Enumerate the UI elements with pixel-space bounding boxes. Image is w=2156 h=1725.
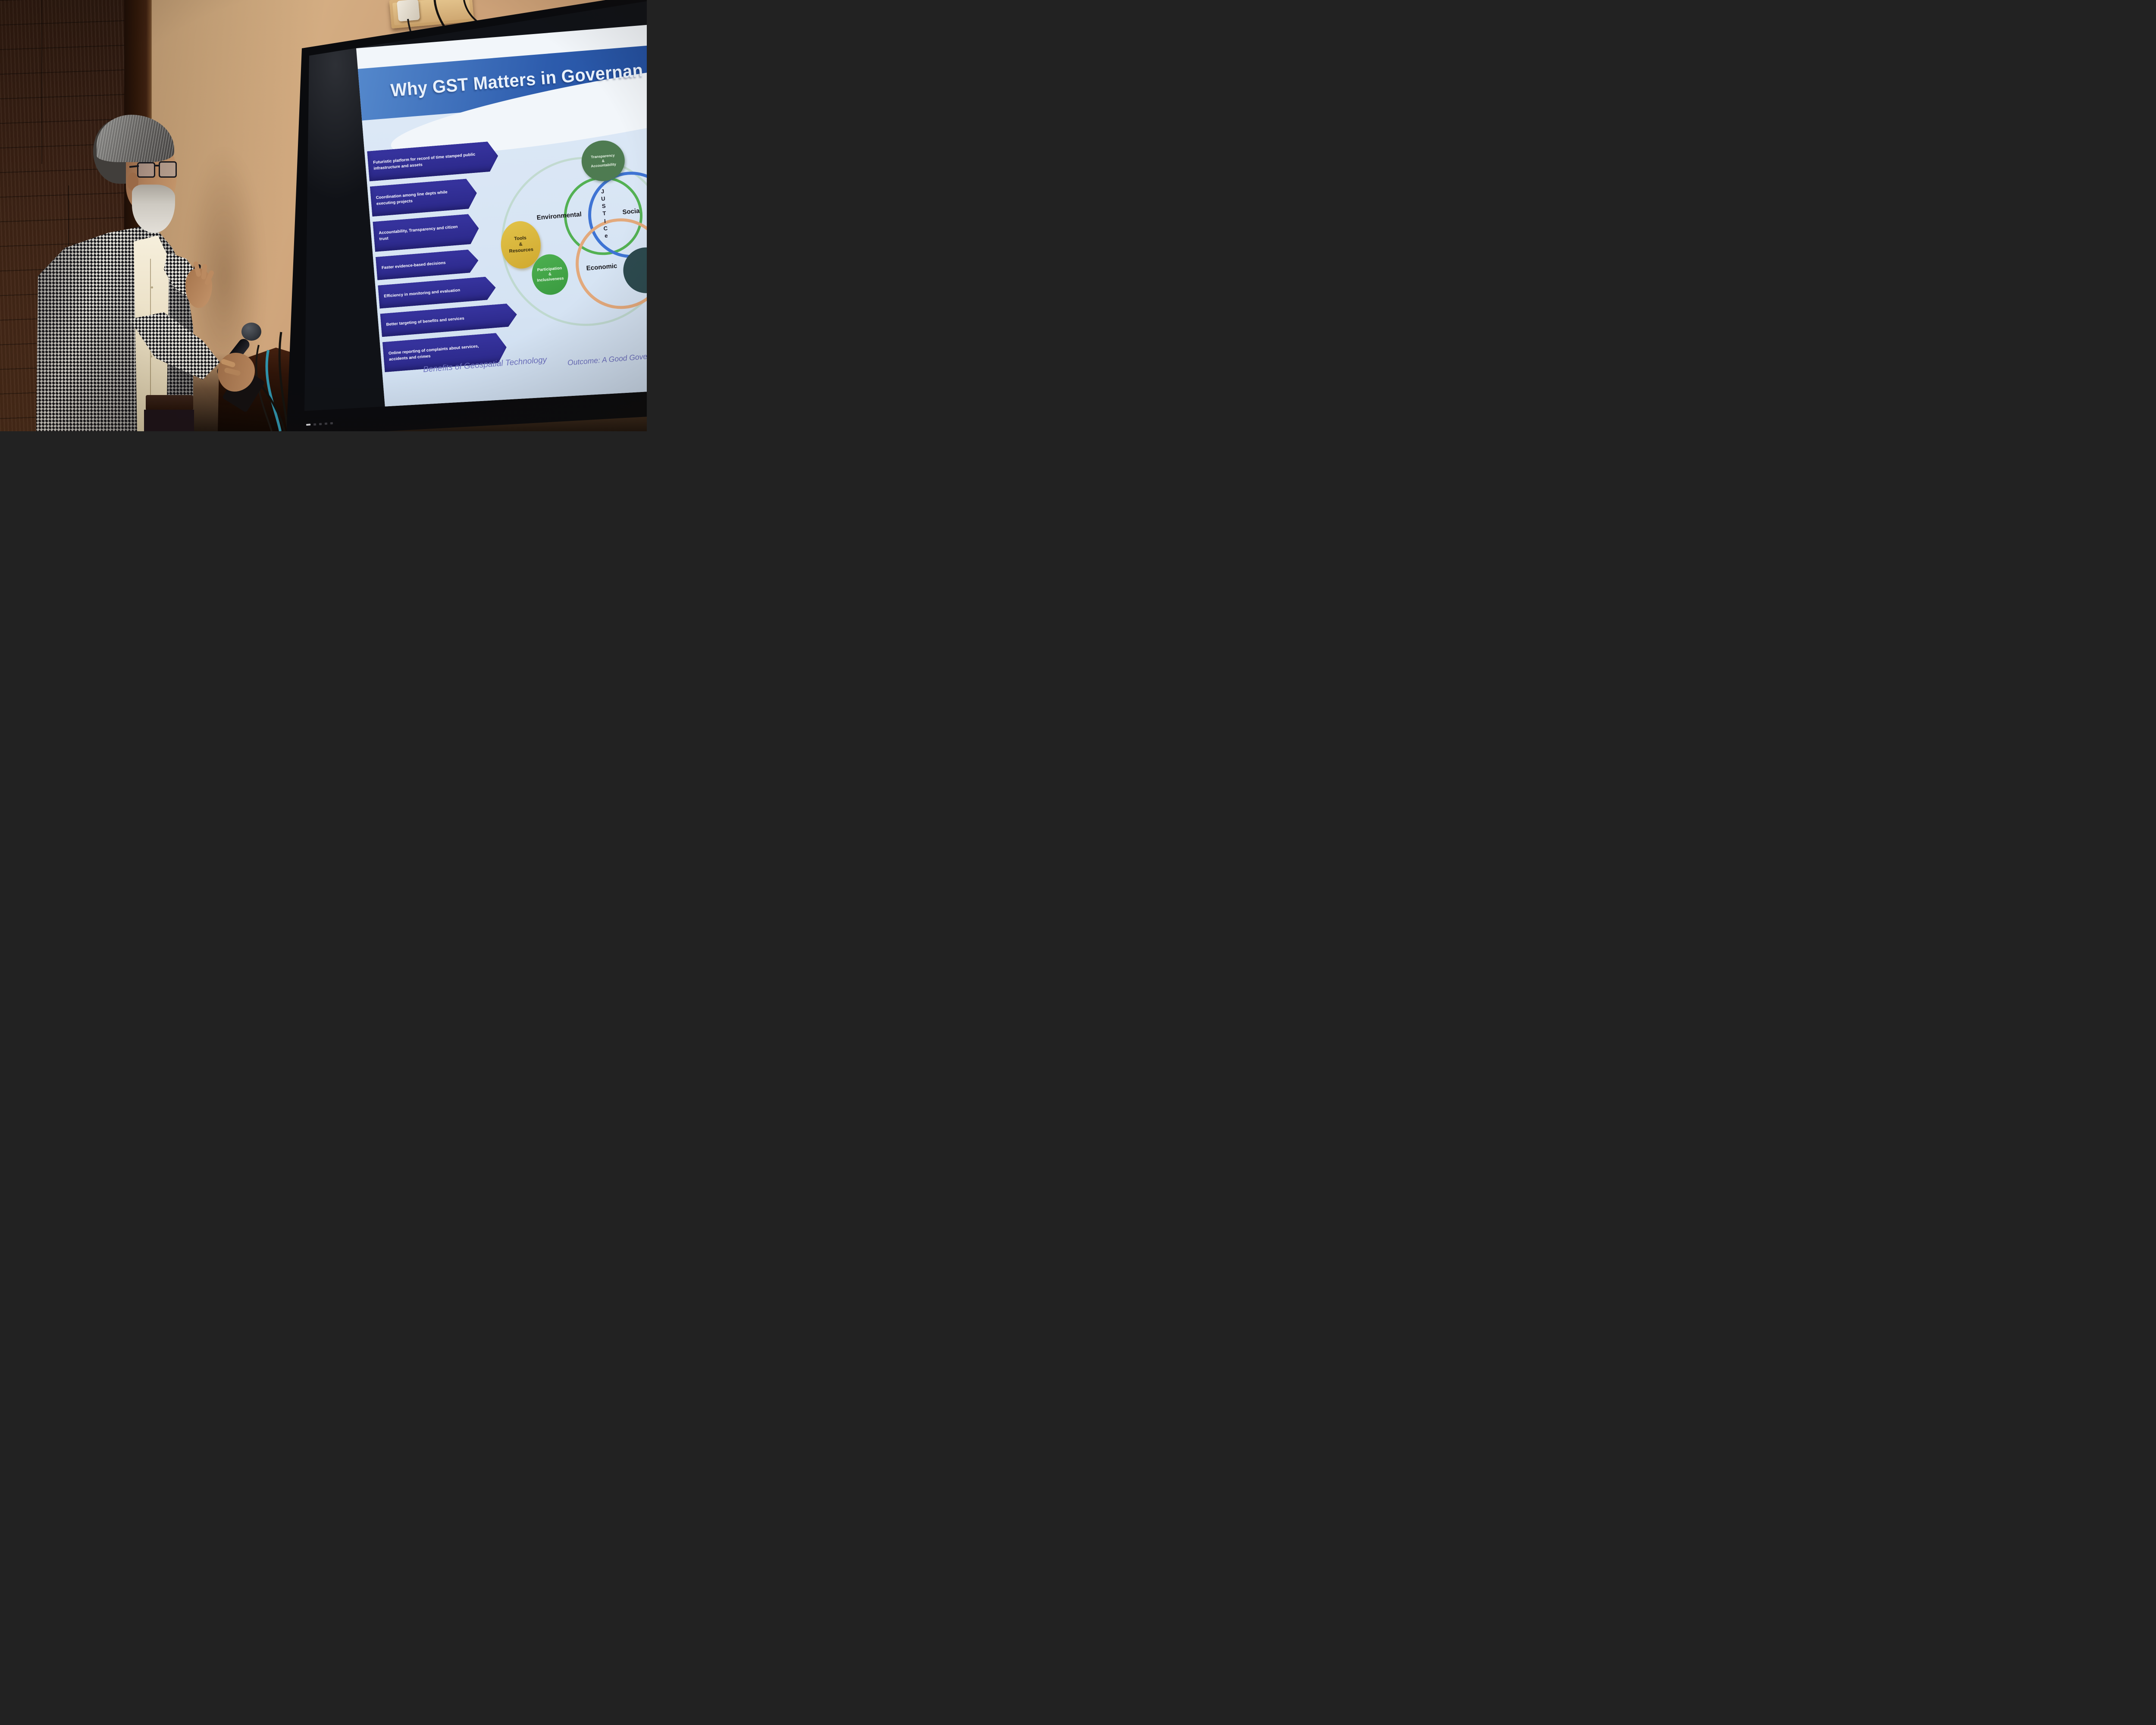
power-plug (397, 0, 420, 22)
bubble-text: & (548, 272, 552, 277)
tv-button (319, 423, 322, 425)
bubble-text: & (602, 158, 605, 163)
tv-button (313, 423, 317, 426)
glasses-bridge (154, 165, 160, 166)
photo-scene: Why GST Matters in Governan Futuristic p… (0, 0, 647, 431)
justice-letter: I (604, 217, 606, 224)
bullet-text: Efficiency in monitoring and evaluation (383, 288, 461, 299)
presenter-beard (132, 185, 175, 233)
tv-screen: Why GST Matters in Governan Futuristic p… (304, 1, 647, 411)
bullet-text: Online reporting of complaints about ser… (388, 344, 479, 362)
wood-seam (41, 0, 42, 164)
bullet-text: Faster evidence-based decisions (381, 260, 446, 270)
shirt-button (150, 355, 152, 358)
bubble-text: Accountability (591, 162, 617, 169)
bullet-text: Better targeting of benefits and service… (386, 316, 465, 327)
tv-power-led (306, 423, 311, 426)
justice-letter: U (601, 195, 606, 202)
presenter-trousers (144, 410, 194, 431)
presentation-slide: Why GST Matters in Governan Futuristic p… (356, 15, 647, 411)
bubble-text: Resources (509, 247, 534, 254)
glasses-left-lens (137, 162, 155, 178)
bullet-text: Coordination among line depts while exec… (376, 189, 448, 207)
bubble-text: & (519, 242, 523, 248)
bullet-text: Accountability, Transparency and citizen… (379, 224, 458, 242)
justice-letter: C (603, 225, 608, 232)
shirt-button (151, 286, 153, 289)
bubble-text: Inclusiveness (536, 276, 564, 283)
glasses-right-lens (159, 161, 177, 178)
justice-letter: T (602, 210, 607, 217)
justice-letter: J (601, 188, 605, 195)
justice-letter: S (602, 203, 606, 210)
presenter-belt (146, 395, 193, 411)
bubble-text: Tools (514, 235, 527, 242)
justice-letter: e (604, 232, 608, 239)
tv-button (330, 422, 333, 424)
bullet-text: Futuristic platform for record of time s… (373, 152, 476, 171)
venn-label-social: Socia (622, 207, 640, 216)
microphone-head (241, 323, 261, 341)
tv-button (324, 422, 328, 425)
